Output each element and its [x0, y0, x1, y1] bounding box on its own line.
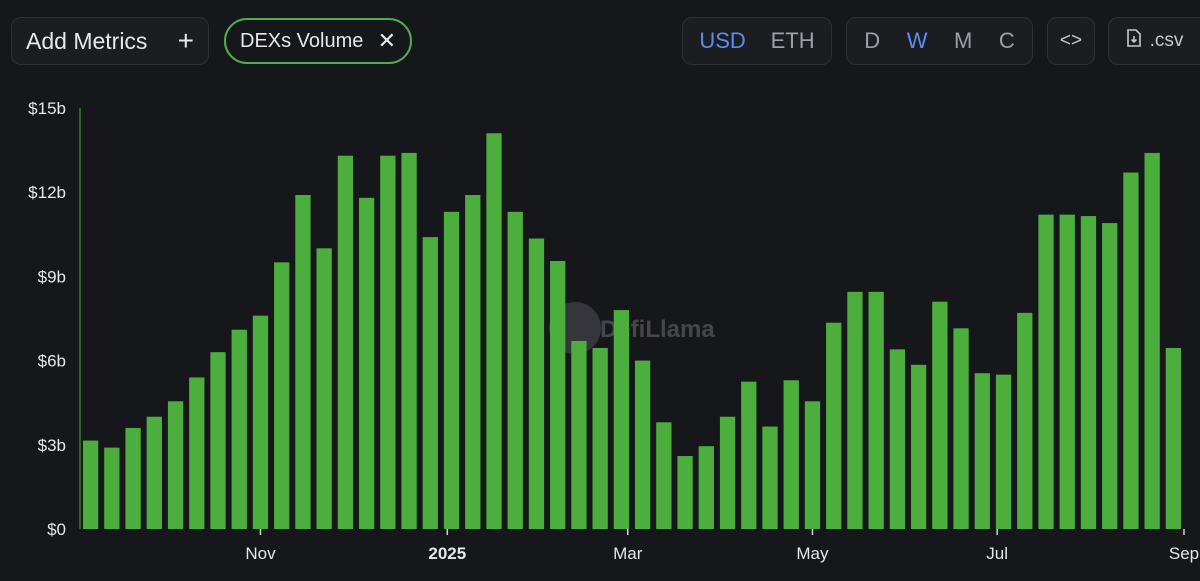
bar: [1017, 312, 1033, 529]
bar: [762, 426, 778, 529]
bar: [634, 360, 651, 529]
y-tick-label: $6b: [38, 352, 66, 371]
period-option-m[interactable]: M: [953, 28, 973, 53]
bar: [167, 401, 184, 529]
bar: [528, 238, 545, 529]
bar: [826, 322, 842, 529]
bar: [1102, 223, 1118, 529]
bar: [571, 340, 587, 529]
bar: [719, 416, 736, 529]
bar: [210, 352, 226, 529]
bar: [443, 211, 460, 529]
bar: [422, 237, 438, 530]
x-tick-label: Jul: [986, 544, 1008, 563]
bar: [486, 133, 502, 529]
bar: [507, 211, 523, 529]
bar: [82, 440, 99, 529]
bar: [995, 374, 1012, 529]
currency-option-usd[interactable]: USD: [699, 28, 746, 53]
period-toggle: D W M C: [846, 17, 1033, 65]
bar: [380, 155, 396, 529]
download-csv-button[interactable]: .csv: [1108, 17, 1200, 65]
bar: [274, 262, 290, 529]
bar: [125, 427, 141, 529]
bar: [868, 291, 884, 529]
bar: [741, 381, 757, 529]
bar: [337, 155, 354, 529]
y-tick-label: $9b: [38, 267, 66, 286]
bar: [316, 248, 332, 529]
bar: [698, 446, 714, 529]
bar: [1059, 214, 1075, 529]
y-tick-label: $12b: [28, 183, 66, 202]
bar: [847, 291, 863, 529]
bar: [189, 377, 205, 529]
add-metrics-button[interactable]: Add Metrics +: [11, 17, 209, 65]
x-tick-label: 2025: [428, 544, 466, 563]
bar: [910, 364, 927, 529]
bar: [231, 329, 247, 529]
bar: [953, 328, 969, 529]
period-option-w[interactable]: W: [906, 28, 928, 53]
y-tick-label: $15b: [28, 99, 66, 118]
toolbar: Add Metrics + DEXs Volume ✕ USD ETH D W …: [0, 0, 1200, 84]
bar: [295, 195, 311, 529]
bar: [1038, 214, 1054, 529]
period-option-d[interactable]: D: [864, 28, 881, 53]
bar: [656, 422, 672, 529]
bar: [146, 416, 162, 529]
bar: [889, 349, 906, 529]
x-tick-label: Sep: [1169, 544, 1199, 563]
x-tick-label: Nov: [245, 544, 276, 563]
bar: [401, 152, 417, 529]
bar: [932, 301, 948, 529]
bar: [974, 373, 990, 529]
bar: [1080, 216, 1097, 529]
bar: [358, 197, 375, 529]
bar: [252, 315, 269, 529]
x-tick-label: May: [796, 544, 829, 563]
bar: [1123, 172, 1139, 530]
bar: [677, 456, 693, 529]
bar: [1144, 152, 1160, 529]
bar: [592, 347, 608, 529]
metric-chip-dexs-volume[interactable]: DEXs Volume ✕: [224, 18, 412, 64]
bar: [804, 401, 821, 529]
bar: [783, 380, 799, 529]
bar: [550, 260, 566, 529]
currency-toggle: USD ETH: [682, 17, 832, 65]
add-metrics-label: Add Metrics: [26, 27, 148, 54]
metric-chip-label: DEXs Volume: [240, 29, 364, 52]
code-icon: <>: [1059, 30, 1083, 51]
close-icon[interactable]: ✕: [377, 28, 396, 53]
download-file-icon: [1126, 29, 1142, 53]
bar: [613, 310, 630, 529]
bar: [465, 195, 481, 529]
period-option-c[interactable]: C: [998, 28, 1015, 53]
embed-button[interactable]: <>: [1047, 17, 1095, 65]
bar: [104, 447, 120, 529]
csv-label: .csv: [1149, 30, 1184, 51]
plus-icon: +: [177, 25, 194, 56]
currency-option-eth[interactable]: ETH: [770, 28, 815, 53]
bar: [1165, 347, 1182, 529]
y-tick-label: $0: [47, 520, 66, 539]
x-tick-label: Mar: [613, 544, 643, 563]
y-tick-label: $3b: [38, 436, 66, 455]
